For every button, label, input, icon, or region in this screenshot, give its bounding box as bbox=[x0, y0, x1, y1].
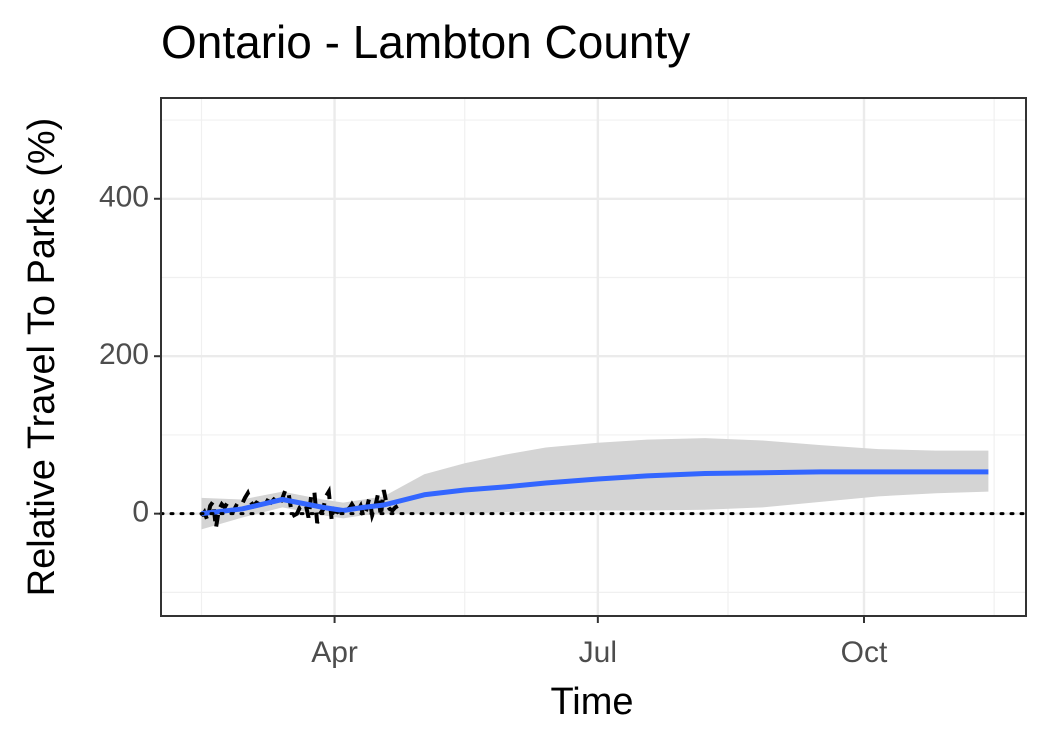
x-tick-label: Oct bbox=[841, 636, 888, 669]
y-tick-label: 0 bbox=[132, 496, 149, 529]
plot-border bbox=[160, 97, 1027, 617]
y-axis-title: Relative Travel To Parks (%) bbox=[21, 118, 63, 597]
chart-title: Ontario - Lambton County bbox=[161, 16, 690, 68]
confidence-band bbox=[201, 438, 989, 530]
smooth-line bbox=[201, 469, 989, 517]
y-tick-label: 200 bbox=[99, 338, 149, 371]
x-axis-title: Time bbox=[550, 681, 633, 723]
y-tick-label: 400 bbox=[99, 181, 149, 214]
x-tick-label: Apr bbox=[311, 636, 358, 669]
x-tick-label: Jul bbox=[579, 636, 617, 669]
